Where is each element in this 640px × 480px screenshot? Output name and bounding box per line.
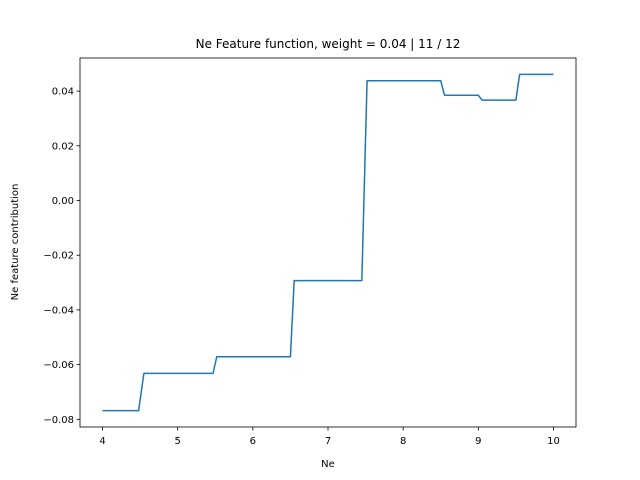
y-tick-label: 0.02: [52, 141, 74, 152]
x-tick-label: 8: [400, 436, 406, 447]
series-line: [102, 73, 554, 412]
y-tick-label: −0.06: [43, 360, 74, 371]
y-tick-label: −0.08: [43, 415, 74, 426]
x-tick-label: 4: [99, 436, 105, 447]
x-tick-label: 6: [250, 436, 256, 447]
y-axis-label: Ne feature contribution: [10, 184, 21, 301]
axes: 4 5 6 7 8 9 10 −0.08 −0.06 −0.04 −0.02 0.00 0.02 0.04: [43, 57, 577, 447]
x-tick-label: 10: [547, 436, 560, 447]
x-tick-label: 7: [325, 436, 331, 447]
x-tick-label: 5: [175, 436, 181, 447]
x-tick-label: 9: [475, 436, 481, 447]
y-tick-label: 0.00: [52, 196, 74, 207]
plot-area: [102, 73, 554, 412]
y-tick-label: −0.04: [43, 305, 74, 316]
x-axis-label: Ne: [321, 459, 335, 470]
chart-title: Ne Feature function, weight = 0.04 | 11 …: [196, 37, 461, 51]
y-tick-label: −0.02: [43, 251, 74, 262]
y-tick-label: 0.04: [52, 87, 74, 98]
